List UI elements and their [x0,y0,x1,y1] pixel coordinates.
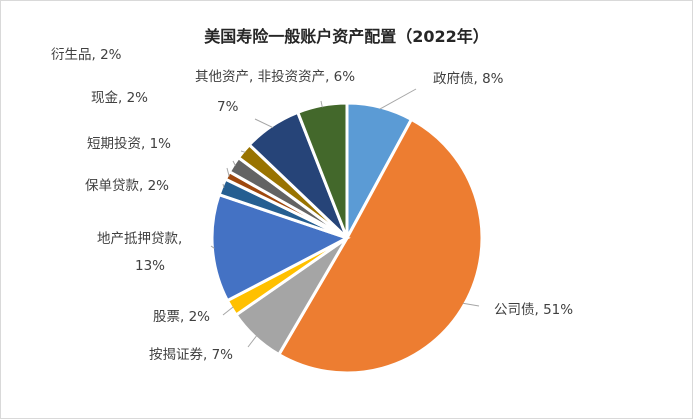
leader-line-4 [222,306,234,316]
leader-line-1 [379,88,417,110]
leader-line-11 [320,100,323,108]
data-label-10: 7% [217,99,239,115]
data-label-3: 按揭证券, 7% [149,347,233,363]
leader-line-3 [247,335,258,348]
leader-line-8 [232,160,236,166]
data-label-1: 政府债, 8% [433,71,504,87]
leader-line-5 [210,245,215,249]
data-label-6: 保单贷款, 2% [85,178,169,194]
data-label-4: 股票, 2% [153,309,210,325]
data-label-9: 衍生品, 2% [51,47,122,63]
pie-slice-2 [276,117,484,375]
leader-line-6 [222,183,225,188]
data-label-8: 现金, 2% [91,90,148,106]
leader-line-9 [240,150,246,153]
data-label-5: 地产抵押贷款, 13% [97,231,182,274]
leader-line-2 [462,302,480,307]
data-label-7: 短期投资, 1% [87,136,171,152]
leader-line-10 [254,118,274,129]
data-label-2: 公司债, 51% [494,302,573,318]
pie-slice-5 [210,192,351,303]
data-label-11: 其他资产, 非投资资产, 6% [195,69,355,85]
chart-title: 美国寿险一般账户资产配置（2022年） [204,27,489,46]
leader-line-7 [226,167,230,177]
